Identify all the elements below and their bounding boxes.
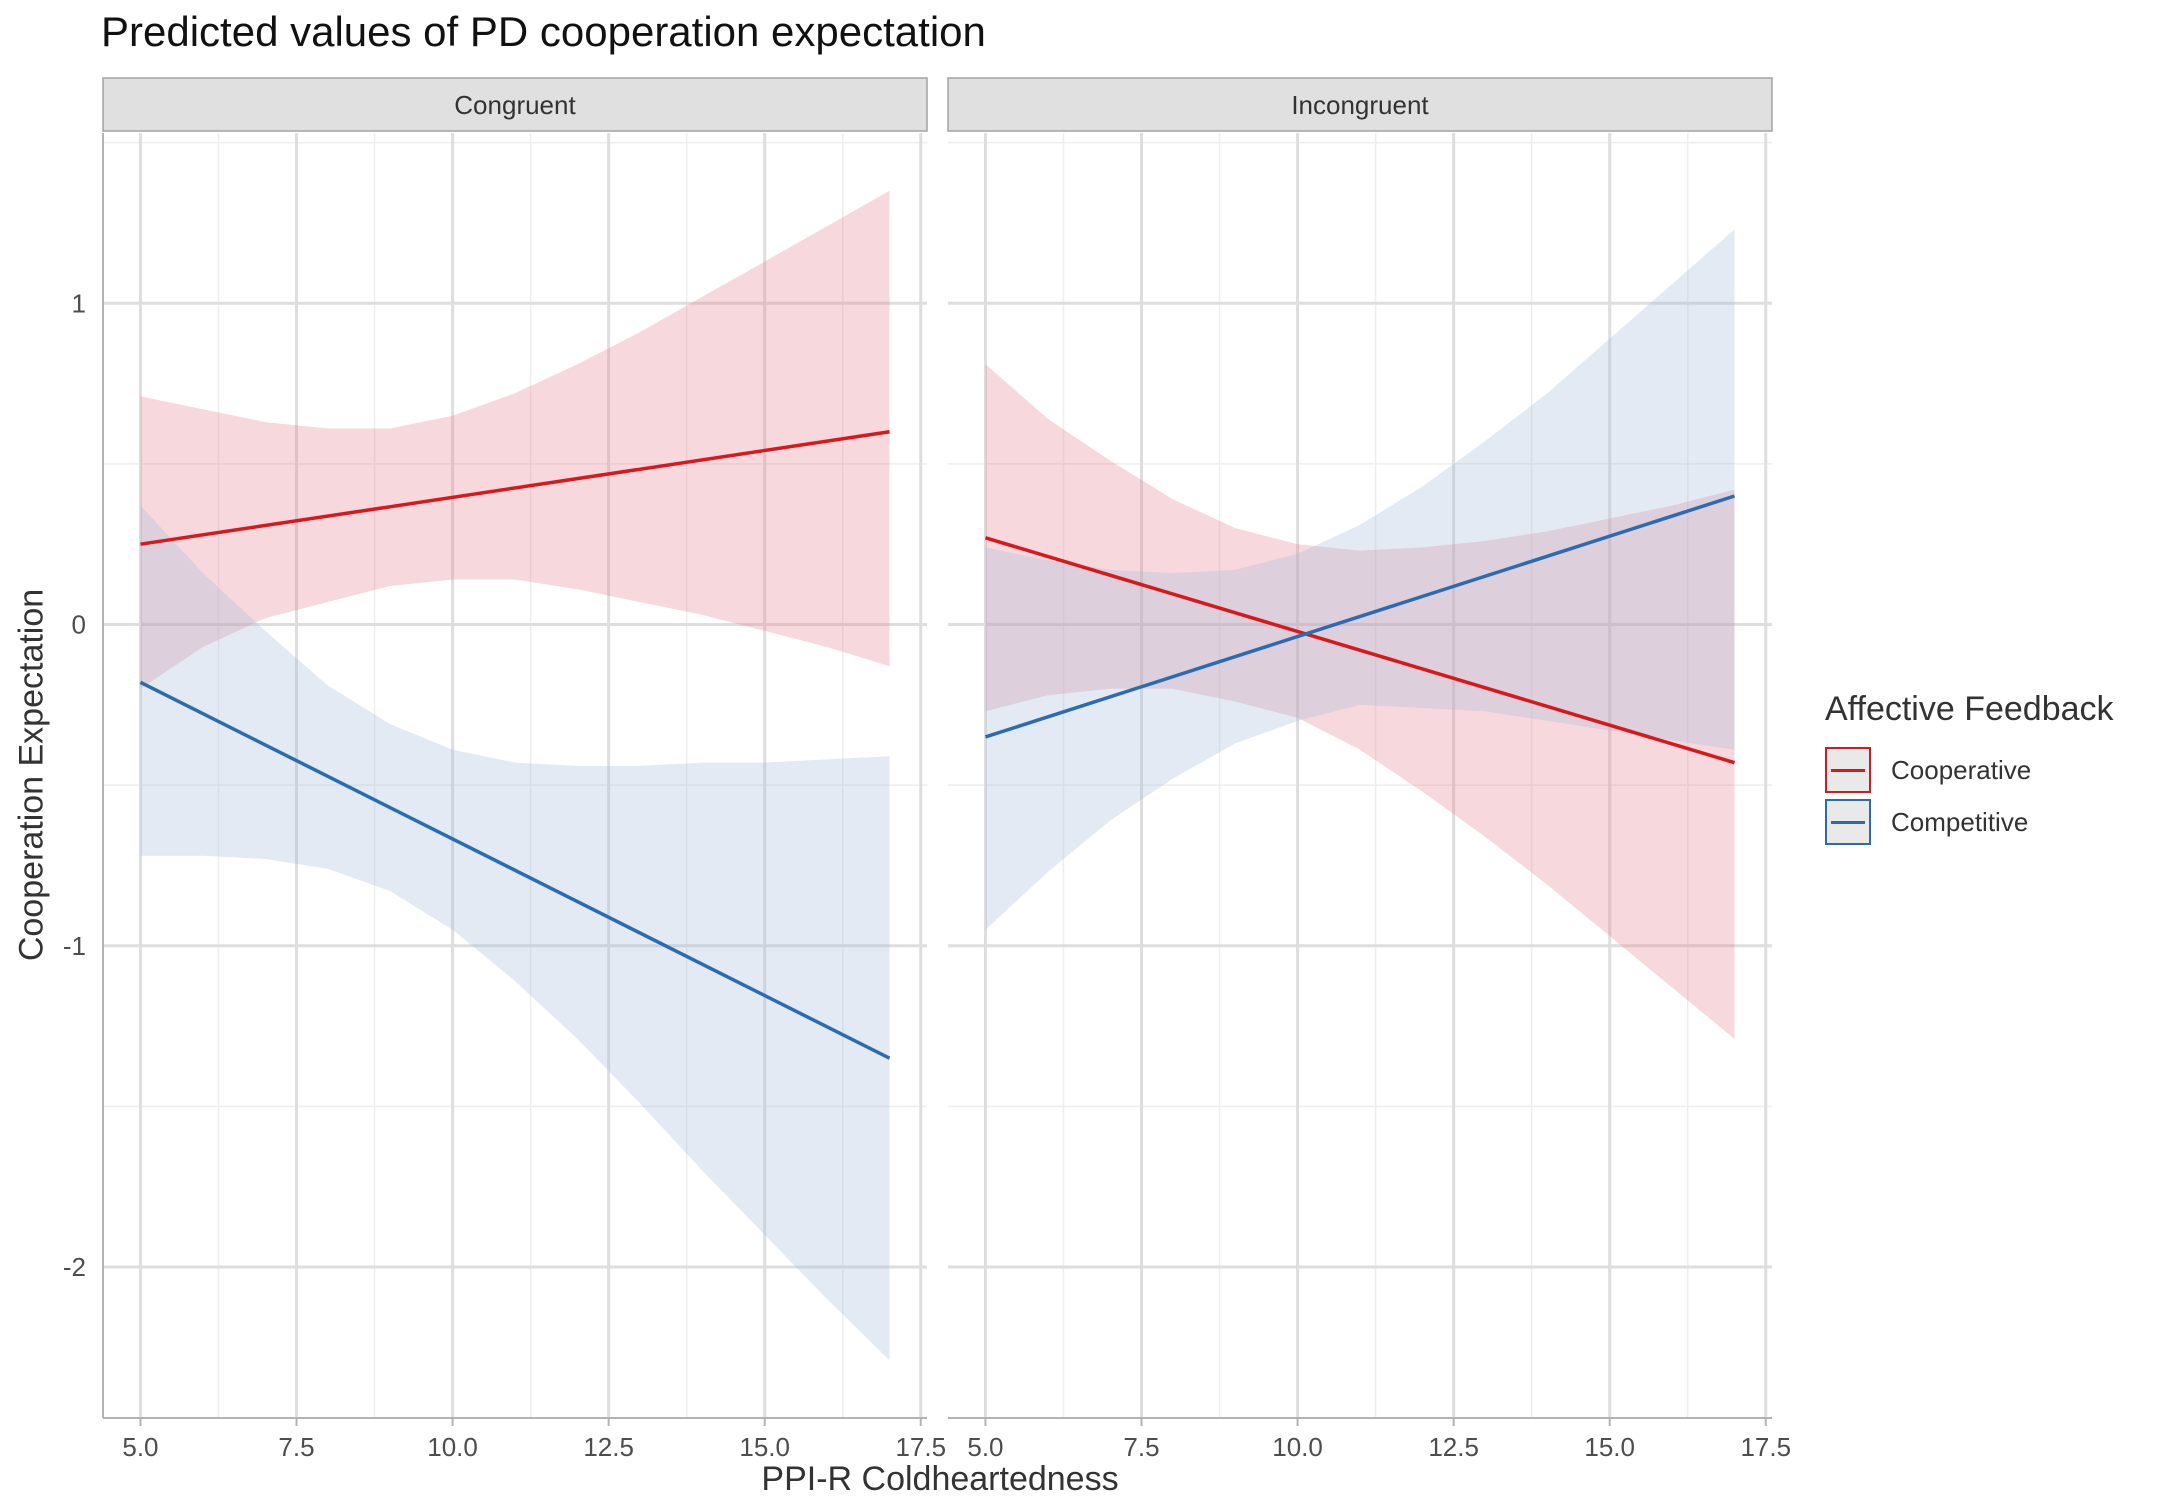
y-tick-label: 0 (72, 610, 86, 640)
legend-key-competitive (1825, 799, 1871, 845)
x-tick-label: 10.0 (1272, 1432, 1323, 1462)
confidence-band-competitive (985, 229, 1735, 930)
x-tick-label: 5.0 (967, 1432, 1003, 1462)
facet-strip-label: Congruent (454, 90, 576, 120)
y-tick-label: -2 (63, 1252, 86, 1282)
series-line-competitive (984, 494, 1736, 739)
x-tick-label: 7.5 (1123, 1432, 1159, 1462)
facet-strip-incongruent (947, 77, 1773, 132)
legend-item-competitive: Competitive (1825, 799, 2028, 845)
legend-label-cooperative: Cooperative (1891, 754, 2032, 785)
x-axis-label: PPI-R Coldheartedness (761, 1460, 1119, 1498)
confidence-band-cooperative (140, 190, 890, 689)
x-tick-label: 15.0 (1584, 1432, 1635, 1462)
x-tick-label: 12.5 (583, 1432, 634, 1462)
y-tick-label: 1 (72, 288, 86, 318)
x-tick-label: 12.5 (1428, 1432, 1479, 1462)
legend-label-competitive: Competitive (1891, 806, 2029, 837)
series-line-competitive (139, 680, 891, 1060)
y-axis-label: Cooperation Expectation (12, 588, 51, 962)
x-tick-label: 10.0 (427, 1432, 478, 1462)
x-tick-label: 17.5 (895, 1432, 946, 1462)
series-line-cooperative (984, 536, 1736, 765)
x-tick-label: 5.0 (122, 1432, 158, 1462)
series-line-cooperative (140, 430, 890, 546)
facet-strip-congruent (102, 77, 928, 132)
confidence-band-cooperative (985, 364, 1735, 1039)
x-tick-label: 17.5 (1740, 1432, 1791, 1462)
legend-title: Affective Feedback (1825, 690, 2114, 728)
legend-key-cooperative (1825, 747, 1871, 793)
legend: Affective Feedback Cooperative Competiti… (1825, 690, 2114, 845)
y-tick-label: -1 (63, 931, 86, 961)
legend-item-cooperative: Cooperative (1825, 747, 2031, 793)
x-tick-label: 15.0 (739, 1432, 790, 1462)
x-tick-label: 7.5 (278, 1432, 314, 1462)
chart-title: Predicted values of PD cooperation expec… (101, 8, 986, 55)
confidence-band-competitive (140, 505, 890, 1361)
facet-strip-label: Incongruent (1291, 90, 1429, 120)
